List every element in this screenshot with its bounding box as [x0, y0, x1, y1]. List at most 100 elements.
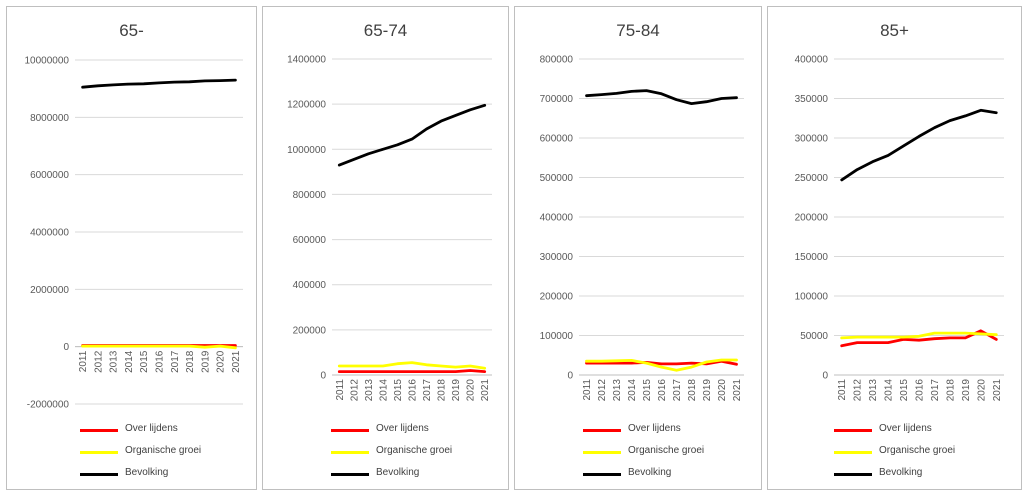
data-point-overlijdens — [630, 362, 632, 364]
data-point-overlijdens — [871, 341, 873, 343]
x-tick-label: 2013 — [364, 379, 375, 402]
x-tick-label: 2011 — [582, 379, 593, 401]
y-tick-label: 50000 — [800, 331, 828, 342]
data-point-bevolking — [600, 93, 602, 95]
y-tick-label: 0 — [822, 371, 828, 382]
x-tick-label: 2016 — [155, 350, 166, 373]
chart-plot: 0 50000 100000 150000 200000 250000 300000 3500… — [795, 55, 1004, 402]
legend-label: Bevolking — [628, 467, 672, 478]
data-point-bevolking — [887, 154, 889, 156]
data-point-overlijdens — [856, 341, 858, 343]
data-point-organisch — [127, 345, 129, 347]
data-point-bevolking — [112, 84, 114, 86]
data-point-bevolking — [382, 148, 384, 150]
y-tick-label: 6000000 — [30, 170, 69, 181]
data-point-organisch — [338, 365, 340, 367]
data-point-organisch — [645, 362, 647, 364]
legend-swatch — [80, 429, 118, 432]
data-point-overlijdens — [949, 337, 951, 339]
x-tick-label: 2014 — [884, 379, 895, 402]
data-point-overlijdens — [454, 370, 456, 372]
x-tick-label: 2021 — [732, 379, 743, 402]
data-point-organisch — [440, 365, 442, 367]
legend-swatch — [583, 473, 621, 476]
legend-swatch — [331, 451, 369, 454]
data-point-bevolking — [158, 82, 160, 84]
chart-title: 65- — [119, 21, 144, 40]
data-point-bevolking — [902, 145, 904, 147]
chart-panel-1: 65- -2000000 0 2000000 4000000 6000000 800000… — [6, 6, 257, 490]
data-point-bevolking — [630, 90, 632, 92]
legend-label: Bevolking — [879, 467, 923, 478]
x-tick-label: 2018 — [945, 379, 956, 402]
data-point-organisch — [887, 336, 889, 338]
data-point-bevolking — [995, 112, 997, 114]
series-line-overlijdens — [840, 329, 998, 348]
legend-swatch — [80, 451, 118, 454]
x-tick-label: 2021 — [992, 379, 1003, 402]
data-point-overlijdens — [382, 370, 384, 372]
data-point-organisch — [396, 363, 398, 365]
data-point-overlijdens — [615, 362, 617, 364]
y-tick-label: 4000000 — [30, 228, 69, 239]
data-point-organisch — [964, 332, 966, 334]
x-tick-label: 2016 — [657, 379, 668, 402]
data-point-organisch — [600, 360, 602, 362]
data-point-bevolking — [980, 109, 982, 111]
chart-panel-2: 65-74 0 200000 400000 600000 800000 1000000 12… — [262, 6, 509, 490]
x-tick-label: 2017 — [930, 379, 941, 402]
x-tick-label: 2020 — [466, 379, 477, 402]
data-point-overlijdens — [918, 339, 920, 341]
y-tick-label: 600000 — [540, 134, 574, 145]
y-tick-label: 1200000 — [287, 100, 326, 111]
x-tick-label: 2011 — [335, 379, 346, 401]
data-point-overlijdens — [902, 338, 904, 340]
data-point-organisch — [705, 361, 707, 363]
y-tick-label: 200000 — [540, 292, 574, 303]
data-point-bevolking — [615, 92, 617, 94]
x-tick-label: 2018 — [185, 350, 196, 373]
data-point-bevolking — [396, 144, 398, 146]
series-line-organisch — [585, 358, 738, 372]
data-point-bevolking — [143, 83, 145, 85]
x-tick-label: 2014 — [124, 350, 135, 373]
legend-swatch — [583, 429, 621, 432]
legend-swatch — [331, 429, 369, 432]
chart-plot: 0 200000 400000 600000 800000 1000000 1200000 1… — [287, 55, 492, 402]
y-tick-label: 350000 — [795, 94, 829, 105]
x-tick-label: 2017 — [170, 350, 181, 373]
x-tick-label: 2020 — [717, 379, 728, 402]
x-tick-label: 2013 — [868, 379, 879, 402]
data-point-organisch — [615, 360, 617, 362]
y-tick-label: 150000 — [795, 252, 829, 263]
data-point-bevolking — [440, 120, 442, 122]
data-point-organisch — [902, 336, 904, 338]
chart-title: 75-84 — [616, 21, 660, 40]
data-point-overlijdens — [841, 345, 843, 347]
series-line-bevolking — [337, 103, 487, 167]
data-point-organisch — [484, 367, 486, 369]
series-line-overlijdens — [585, 359, 738, 366]
x-tick-label: 2011 — [78, 350, 89, 372]
data-point-organisch — [353, 365, 355, 367]
x-tick-label: 2016 — [408, 379, 419, 402]
data-point-organisch — [425, 364, 427, 366]
data-point-overlijdens — [887, 341, 889, 343]
series-line-overlijdens — [337, 369, 487, 374]
data-point-organisch — [630, 359, 632, 361]
data-point-bevolking — [856, 168, 858, 170]
data-point-overlijdens — [964, 337, 966, 339]
x-tick-label: 2015 — [139, 350, 150, 373]
data-point-overlijdens — [980, 330, 982, 332]
legend-swatch — [583, 451, 621, 454]
y-tick-label: 2000000 — [30, 285, 69, 296]
data-point-overlijdens — [469, 369, 471, 371]
data-point-bevolking — [234, 79, 236, 81]
x-tick-label: 2012 — [853, 379, 864, 402]
data-point-organisch — [382, 365, 384, 367]
x-tick-label: 2015 — [393, 379, 404, 402]
x-tick-label: 2012 — [93, 350, 104, 373]
data-point-organisch — [234, 347, 236, 349]
legend-swatch — [834, 429, 872, 432]
data-point-bevolking — [705, 100, 707, 102]
